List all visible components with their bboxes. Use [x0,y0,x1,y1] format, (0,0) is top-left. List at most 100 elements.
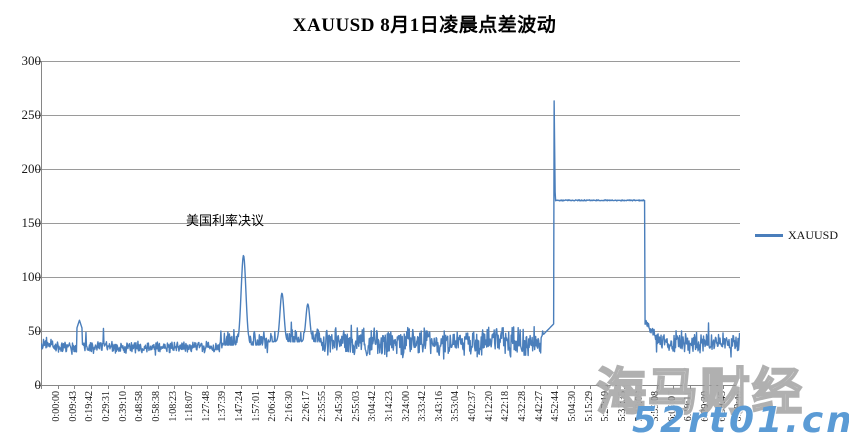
y-tick-label: 100 [21,269,42,284]
x-tick-label: 6:39:45 [717,391,728,422]
x-tick-label: 5:59:08 [650,391,661,422]
x-tick-label: 0:09:43 [68,391,79,422]
chart-title: XAUUSD 8月1日凌晨点差波动 [292,15,557,36]
y-tick-mark [35,277,41,278]
x-tick-mark [224,385,225,389]
x-tick-mark [291,385,292,389]
x-tick-mark [391,385,392,389]
series-xauusd [41,100,740,360]
x-tick-mark [673,385,674,389]
x-tick-mark [657,385,658,389]
x-tick-label: 3:53:04 [450,391,461,422]
x-tick-label: 0:00:00 [51,391,62,422]
x-tick-mark [357,385,358,389]
x-tick-mark [124,385,125,389]
x-tick-mark [324,385,325,389]
x-tick-mark [274,385,275,389]
x-tick-label: 2:06:44 [267,391,278,422]
x-tick-mark [723,385,724,389]
x-tick-label: 1:08:23 [168,391,179,422]
x-tick-mark [374,385,375,389]
x-tick-label: 3:14:23 [384,391,395,422]
x-tick-label: 5:04:30 [567,391,578,422]
x-tick-label: 5:15:29 [584,391,595,422]
x-tick-label: 0:48:58 [134,391,145,422]
y-tick-mark [35,115,41,116]
x-tick-label: 1:18:07 [184,391,195,422]
x-tick-label: 2:16:30 [284,391,295,422]
x-tick-label: 1:37:39 [217,391,228,422]
x-tick-mark [507,385,508,389]
y-tick-label: 250 [21,107,42,122]
x-tick-label: 6:49:46 [733,391,744,422]
y-axis-line [41,61,42,386]
x-tick-label: 3:04:42 [367,391,378,422]
x-tick-mark [540,385,541,389]
x-tick-mark [241,385,242,389]
y-tick-mark [35,169,41,170]
x-tick-mark [108,385,109,389]
x-tick-label: 0:19:42 [84,391,95,422]
x-tick-mark [607,385,608,389]
x-tick-mark [41,385,42,389]
x-tick-label: 1:57:01 [251,391,262,422]
x-tick-mark [490,385,491,389]
x-tick-label: 0:29:31 [101,391,112,422]
x-tick-label: 4:12:20 [484,391,495,422]
x-tick-mark [524,385,525,389]
x-tick-mark [74,385,75,389]
x-tick-mark [407,385,408,389]
x-tick-label: 3:24:00 [401,391,412,422]
chart-legend: XAUUSD [755,228,838,243]
x-tick-mark [690,385,691,389]
x-tick-mark [191,385,192,389]
x-tick-mark [574,385,575,389]
x-tick-mark [257,385,258,389]
x-tick-mark [424,385,425,389]
x-tick-mark [341,385,342,389]
x-tick-mark [590,385,591,389]
gridline [41,223,740,224]
x-tick-mark [158,385,159,389]
y-tick-label: 150 [21,215,42,230]
x-tick-mark [174,385,175,389]
x-tick-label: 6:09:07 [667,391,678,422]
x-tick-label: 5:37:35 [617,391,628,422]
x-tick-mark [207,385,208,389]
y-tick-mark [35,385,41,386]
y-tick-label: 300 [21,53,42,68]
annotation-rate-decision: 美国利率决议 [186,213,265,228]
y-tick-mark [35,331,41,332]
gridline [41,61,740,62]
gridline [41,169,740,170]
x-tick-label: 6:19:11 [683,391,694,422]
x-tick-mark [557,385,558,389]
x-tick-mark [624,385,625,389]
y-tick-label: 50 [28,323,41,338]
legend-label-xauusd: XAUUSD [788,228,839,242]
x-tick-label: 3:43:16 [434,391,445,422]
x-tick-label: 4:22:18 [500,391,511,422]
x-tick-label: 2:45:30 [334,391,345,422]
legend-swatch-xauusd [755,234,783,237]
x-tick-label: 1:47:24 [234,391,245,422]
x-tick-label: 2:26:17 [301,391,312,422]
gridline [41,115,740,116]
x-tick-label: 2:55:03 [351,391,362,422]
x-tick-mark [707,385,708,389]
x-tick-mark [307,385,308,389]
x-tick-mark [91,385,92,389]
x-tick-label: 3:33:42 [417,391,428,422]
x-tick-label: 4:52:44 [550,391,561,422]
x-tick-label: 0:58:38 [151,391,162,422]
x-tick-label: 4:02:37 [467,391,478,422]
x-tick-label: 1:27:48 [201,391,212,422]
y-tick-label: 0 [34,377,42,392]
x-tick-label: 0:39:10 [118,391,129,422]
x-tick-label: 4:32:28 [517,391,528,422]
x-tick-label: 2:35:55 [317,391,328,422]
x-tick-mark [440,385,441,389]
x-tick-mark [141,385,142,389]
y-tick-label: 200 [21,161,42,176]
